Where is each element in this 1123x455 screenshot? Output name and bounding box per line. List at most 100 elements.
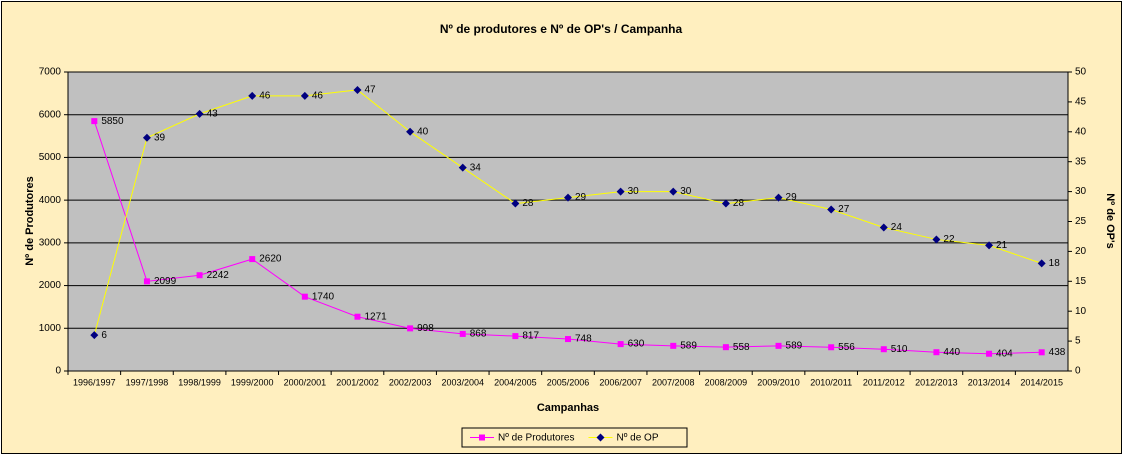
x-tick-label: 1997/1998	[126, 377, 169, 387]
x-tick-label: 2013/2014	[968, 377, 1011, 387]
y-tick-label: 0	[55, 366, 61, 377]
y2-tick-label: 30	[1075, 186, 1087, 197]
data-label: 47	[364, 85, 376, 96]
y2-tick-label: 10	[1075, 306, 1087, 317]
y-tick-label: 5000	[39, 152, 62, 163]
marker	[775, 342, 782, 349]
marker	[774, 193, 783, 202]
data-label: 40	[417, 126, 429, 137]
data-label: 43	[207, 109, 219, 120]
marker	[1037, 259, 1046, 268]
marker	[880, 346, 887, 353]
x-tick-label: 2007/2008	[652, 377, 695, 387]
marker	[407, 325, 414, 332]
marker	[827, 205, 836, 214]
data-label: 21	[996, 240, 1008, 251]
x-tick-label: 1996/1997	[73, 377, 116, 387]
marker	[406, 127, 415, 136]
marker	[879, 223, 888, 232]
data-label: 5850	[101, 116, 124, 127]
marker	[986, 350, 993, 357]
x-tick-label: 2004/2005	[494, 377, 537, 387]
data-label: 556	[838, 342, 855, 353]
data-label: 1271	[364, 311, 387, 322]
data-label: 34	[470, 162, 482, 173]
x-tick-label: 2000/2001	[284, 377, 327, 387]
x-tick-label: 2012/2013	[915, 377, 958, 387]
marker	[354, 313, 361, 320]
x-tick-label: 2009/2010	[757, 377, 800, 387]
marker	[932, 235, 941, 244]
y-tick-label: 3000	[39, 237, 62, 248]
y-tick-label: 2000	[39, 280, 62, 291]
marker	[195, 109, 204, 118]
x-tick-label: 2005/2006	[547, 377, 590, 387]
y-tick-label: 6000	[39, 109, 62, 120]
y-tick-label: 4000	[39, 195, 62, 206]
x-tick-label: 2001/2002	[336, 377, 379, 387]
y2-tick-label: 25	[1075, 216, 1087, 227]
marker	[458, 163, 467, 172]
y2-tick-label: 0	[1075, 366, 1081, 377]
marker	[90, 331, 99, 340]
data-label: 28	[522, 198, 534, 209]
data-label: 510	[891, 344, 908, 355]
marker	[142, 133, 151, 142]
data-label: 404	[996, 348, 1013, 359]
x-tick-label: 2010/2011	[810, 377, 852, 387]
marker	[721, 199, 730, 208]
y-axis-title: Nº de Produtores	[24, 176, 36, 266]
data-label: 29	[575, 192, 587, 203]
marker	[249, 256, 256, 263]
data-label: 817	[522, 331, 539, 342]
marker	[1038, 349, 1045, 356]
marker	[670, 342, 677, 349]
y-tick-label: 7000	[39, 67, 62, 78]
y2-tick-label: 5	[1075, 336, 1081, 347]
marker	[669, 187, 678, 196]
marker	[722, 344, 729, 351]
marker	[459, 330, 466, 337]
marker	[479, 434, 485, 441]
legend-label: Nº de Produtores	[498, 433, 574, 444]
data-label: 18	[1049, 258, 1061, 269]
data-label: 30	[628, 186, 640, 197]
marker	[616, 187, 625, 196]
data-label: 30	[680, 186, 692, 197]
marker	[91, 118, 98, 125]
data-label: 28	[733, 198, 745, 209]
data-label: 27	[838, 204, 850, 215]
data-label: 558	[733, 342, 750, 353]
legend-label: Nº de OP	[616, 433, 658, 444]
marker	[617, 341, 624, 348]
x-tick-label: 2006/2007	[599, 377, 642, 387]
data-label: 868	[470, 329, 487, 340]
marker	[828, 344, 835, 351]
marker	[248, 91, 257, 100]
x-tick-label: 2008/2009	[705, 377, 748, 387]
data-label: 22	[943, 234, 955, 245]
y-tick-label: 1000	[39, 323, 62, 334]
x-axis-title: Campanhas	[537, 402, 599, 414]
x-tick-label: 2002/2003	[389, 377, 432, 387]
chart-title: Nº de produtores e Nº de OP's / Campanha	[440, 22, 683, 36]
y2-tick-label: 50	[1075, 67, 1087, 78]
marker	[511, 199, 520, 208]
data-label: 630	[628, 339, 645, 350]
data-label: 440	[943, 347, 960, 358]
data-label: 46	[259, 91, 271, 102]
plot-area	[67, 71, 1069, 372]
marker	[196, 272, 203, 279]
y2-tick-label: 45	[1075, 97, 1087, 108]
marker	[564, 193, 572, 202]
data-label: 29	[786, 192, 798, 203]
marker	[565, 336, 571, 343]
x-tick-label: 1998/1999	[178, 377, 221, 387]
data-label: 2620	[259, 254, 282, 265]
marker	[143, 278, 150, 285]
data-label: 438	[1049, 347, 1066, 358]
marker	[512, 333, 519, 340]
data-label: 589	[680, 340, 697, 351]
legend-box	[461, 427, 688, 448]
